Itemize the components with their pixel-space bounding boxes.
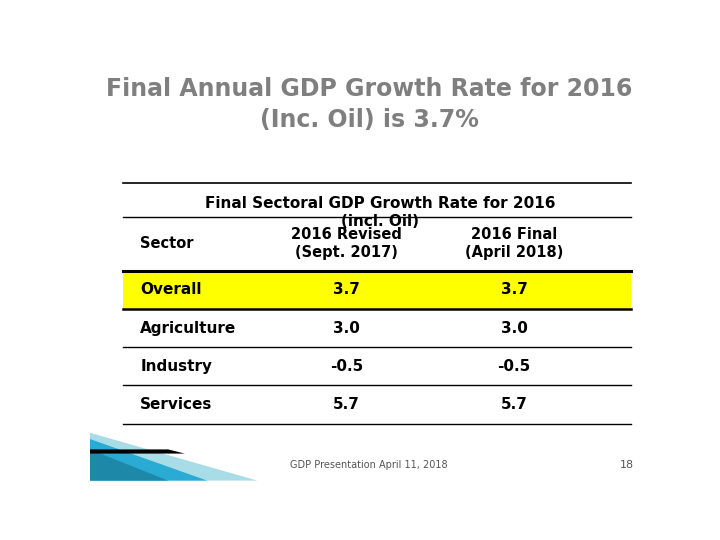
Polygon shape <box>90 449 185 454</box>
Text: 2016 Revised
(Sept. 2017): 2016 Revised (Sept. 2017) <box>292 227 402 260</box>
Text: Sector: Sector <box>140 236 194 251</box>
Text: 2016 Final
(April 2018): 2016 Final (April 2018) <box>465 227 563 260</box>
Text: Final Annual GDP Growth Rate for 2016
(Inc. Oil) is 3.7%: Final Annual GDP Growth Rate for 2016 (I… <box>106 77 632 132</box>
Text: Overall: Overall <box>140 282 202 297</box>
Text: 5.7: 5.7 <box>333 397 360 412</box>
Text: 3.7: 3.7 <box>333 282 360 297</box>
Text: Industry: Industry <box>140 359 212 374</box>
Text: GDP Presentation April 11, 2018: GDP Presentation April 11, 2018 <box>290 460 448 470</box>
Polygon shape <box>90 433 258 481</box>
Text: Final Sectoral GDP Growth Rate for 2016
(incl. Oil): Final Sectoral GDP Growth Rate for 2016 … <box>205 196 555 229</box>
Text: 3.0: 3.0 <box>500 321 528 335</box>
Text: -0.5: -0.5 <box>330 359 364 374</box>
Text: -0.5: -0.5 <box>498 359 531 374</box>
Bar <box>124 271 631 309</box>
Text: Agriculture: Agriculture <box>140 321 236 335</box>
Text: 18: 18 <box>620 460 634 470</box>
Text: 3.7: 3.7 <box>500 282 528 297</box>
Polygon shape <box>90 449 168 481</box>
Text: 5.7: 5.7 <box>500 397 528 412</box>
Text: Services: Services <box>140 397 212 412</box>
Text: 3.0: 3.0 <box>333 321 360 335</box>
Polygon shape <box>90 439 207 481</box>
